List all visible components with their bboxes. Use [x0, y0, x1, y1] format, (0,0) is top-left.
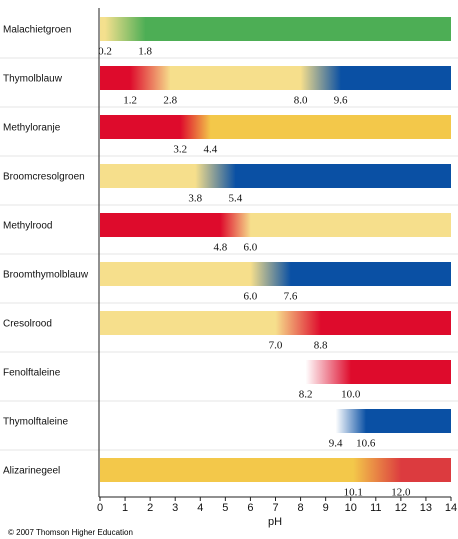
indicator-name: Thymolftaleine	[3, 417, 68, 428]
color-segment	[100, 409, 337, 433]
value-label: 9.4	[329, 438, 343, 450]
value-label: 6.0	[244, 291, 258, 303]
x-axis-label: pH	[268, 516, 282, 528]
value-label: 10.1	[344, 487, 363, 499]
color-segment	[100, 115, 181, 139]
footer: © 2007 Thomson Higher Education	[8, 528, 133, 537]
value-label: 12.0	[391, 487, 411, 499]
x-tick-label: 14	[445, 502, 457, 514]
color-segment	[170, 66, 302, 90]
color-segment	[290, 262, 451, 286]
x-tick-label: 12	[395, 502, 407, 514]
x-tick-label: 11	[370, 502, 381, 514]
value-label: 10.0	[341, 389, 361, 401]
color-segment	[340, 66, 451, 90]
color-segment	[100, 311, 276, 335]
value-label: 8.8	[314, 340, 328, 352]
value-label: 7.6	[284, 291, 298, 303]
color-segment	[100, 66, 131, 90]
transition-segment	[305, 360, 352, 384]
x-tick-label: 9	[323, 502, 329, 514]
indicator-name: Broomthymolblauw	[3, 270, 89, 281]
color-segment	[100, 360, 307, 384]
color-segment	[235, 164, 451, 188]
color-segment	[145, 17, 451, 41]
x-tick-label: 5	[222, 502, 228, 514]
value-label: 9.6	[334, 95, 348, 107]
transition-segment	[250, 262, 292, 286]
indicator-name: Methyloranje	[3, 123, 61, 134]
x-tick-label: 6	[247, 502, 253, 514]
x-tick-label: 3	[172, 502, 178, 514]
x-tick-label: 1	[122, 502, 128, 514]
value-label: 4.8	[213, 242, 227, 254]
x-tick-label: 2	[147, 502, 153, 514]
value-label: 3.2	[173, 144, 187, 156]
value-label: 8.0	[294, 95, 308, 107]
value-label: 2.8	[163, 95, 177, 107]
value-label: 1.8	[138, 46, 152, 58]
x-tick-label: 13	[420, 502, 432, 514]
transition-segment	[300, 66, 342, 90]
value-label: 5.4	[229, 193, 243, 205]
value-label: 4.4	[203, 144, 217, 156]
x-tick-label: 7	[272, 502, 278, 514]
transition-segment	[275, 311, 322, 335]
color-segment	[350, 360, 451, 384]
indicator-name: Broomcresolgroen	[3, 172, 85, 183]
color-segment	[320, 311, 451, 335]
indicator-name: Thymolblauw	[3, 74, 63, 85]
value-label: 7.0	[269, 340, 283, 352]
indicator-name: Malachietgroen	[3, 25, 71, 36]
indicator-name: Cresolrood	[3, 319, 52, 330]
color-segment	[100, 262, 251, 286]
indicator-name: Methylrood	[3, 221, 52, 232]
indicator-name: Alizarinegeel	[3, 466, 60, 477]
value-label: 1.2	[123, 95, 137, 107]
transition-segment	[220, 213, 251, 237]
color-segment	[100, 213, 221, 237]
color-segment	[210, 115, 451, 139]
transition-segment	[195, 164, 236, 188]
color-segment	[250, 213, 451, 237]
indicator-name: Fenolftaleine	[3, 368, 61, 379]
color-segment	[365, 409, 451, 433]
transition-segment	[130, 66, 171, 90]
color-segment	[100, 458, 354, 482]
transition-segment	[105, 17, 146, 41]
value-label: 10.6	[356, 438, 376, 450]
color-segment	[100, 17, 106, 41]
transition-segment	[335, 409, 367, 433]
value-label: 3.8	[188, 193, 202, 205]
color-segment	[400, 458, 451, 482]
value-label: 0.2	[98, 46, 112, 58]
x-tick-label: 0	[97, 502, 103, 514]
x-tick-label: 4	[197, 502, 203, 514]
value-label: 8.2	[299, 389, 313, 401]
x-tick-label: 10	[345, 502, 357, 514]
transition-segment	[180, 115, 211, 139]
value-label: 6.0	[244, 242, 258, 254]
transition-segment	[353, 458, 402, 482]
color-segment	[100, 164, 196, 188]
x-tick-label: 8	[298, 502, 304, 514]
